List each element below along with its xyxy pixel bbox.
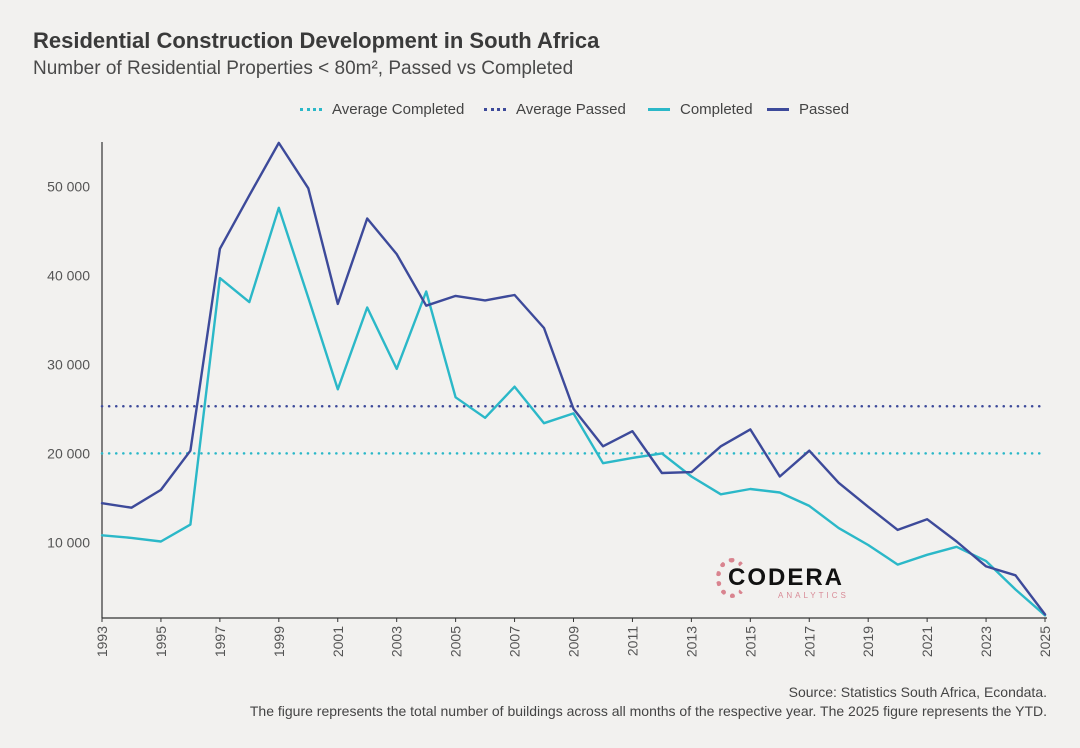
logo-wordmark: CODERA (728, 564, 845, 591)
y-tick-label: 30 000 (47, 356, 90, 372)
x-tick-label: 1999 (271, 626, 287, 657)
y-tick-label: 20 000 (47, 445, 90, 461)
source-note: Source: Statistics South Africa, Econdat… (788, 684, 1047, 700)
footnote: The figure represents the total number o… (249, 703, 1047, 719)
legend-label: Average Passed (516, 100, 626, 118)
legend-label: Average Completed (332, 100, 465, 118)
legend-label: Passed (799, 100, 850, 118)
chart-legend: Average Completed Average Passed Complet… (0, 98, 1080, 120)
y-tick-label: 10 000 (47, 534, 90, 550)
x-tick-label: 2009 (566, 626, 582, 657)
x-tick-label: 2023 (978, 626, 994, 657)
chart-subtitle: Number of Residential Properties < 80m²,… (33, 58, 574, 79)
x-tick-label: 2019 (860, 626, 876, 657)
legend-label: Completed (680, 100, 753, 118)
chart-title: Residential Construction Development in … (33, 28, 600, 53)
logo-subtitle: ANALYTICS (778, 591, 849, 600)
x-tick-label: 2021 (919, 626, 935, 657)
x-tick-label: 2015 (742, 626, 758, 657)
y-tick-label: 50 000 (47, 178, 90, 194)
x-tick-label: 2001 (330, 626, 346, 657)
x-tick-label: 1997 (212, 626, 228, 657)
legend-item-average-passed[interactable]: Average Passed (484, 98, 626, 120)
x-tick-label: 2025 (1037, 626, 1053, 657)
series-line-passed (100, 141, 1047, 616)
x-tick-label: 2013 (683, 626, 699, 657)
x-tick-label: 2017 (801, 626, 817, 657)
x-tick-label: 2003 (389, 626, 405, 657)
legend-item-completed[interactable]: Completed (648, 98, 753, 120)
x-tick-label: 1995 (153, 626, 169, 657)
series-line-completed (100, 206, 1047, 617)
legend-swatch-completed (648, 107, 670, 111)
legend-item-passed[interactable]: Passed (767, 98, 849, 120)
x-tick-label: 2007 (507, 626, 523, 657)
legend-item-average-completed[interactable]: Average Completed (300, 98, 464, 120)
x-tick-label: 2005 (448, 626, 464, 657)
codera-logo-icon (716, 558, 748, 598)
x-tick-label: 2011 (624, 626, 640, 656)
legend-swatch-average-completed (300, 107, 322, 111)
y-tick-label: 40 000 (47, 267, 90, 283)
legend-swatch-passed (767, 107, 789, 111)
codera-logo: CODERA ANALYTICS (716, 556, 856, 602)
x-tick-label: 1993 (94, 626, 110, 657)
legend-swatch-average-passed (484, 107, 506, 111)
